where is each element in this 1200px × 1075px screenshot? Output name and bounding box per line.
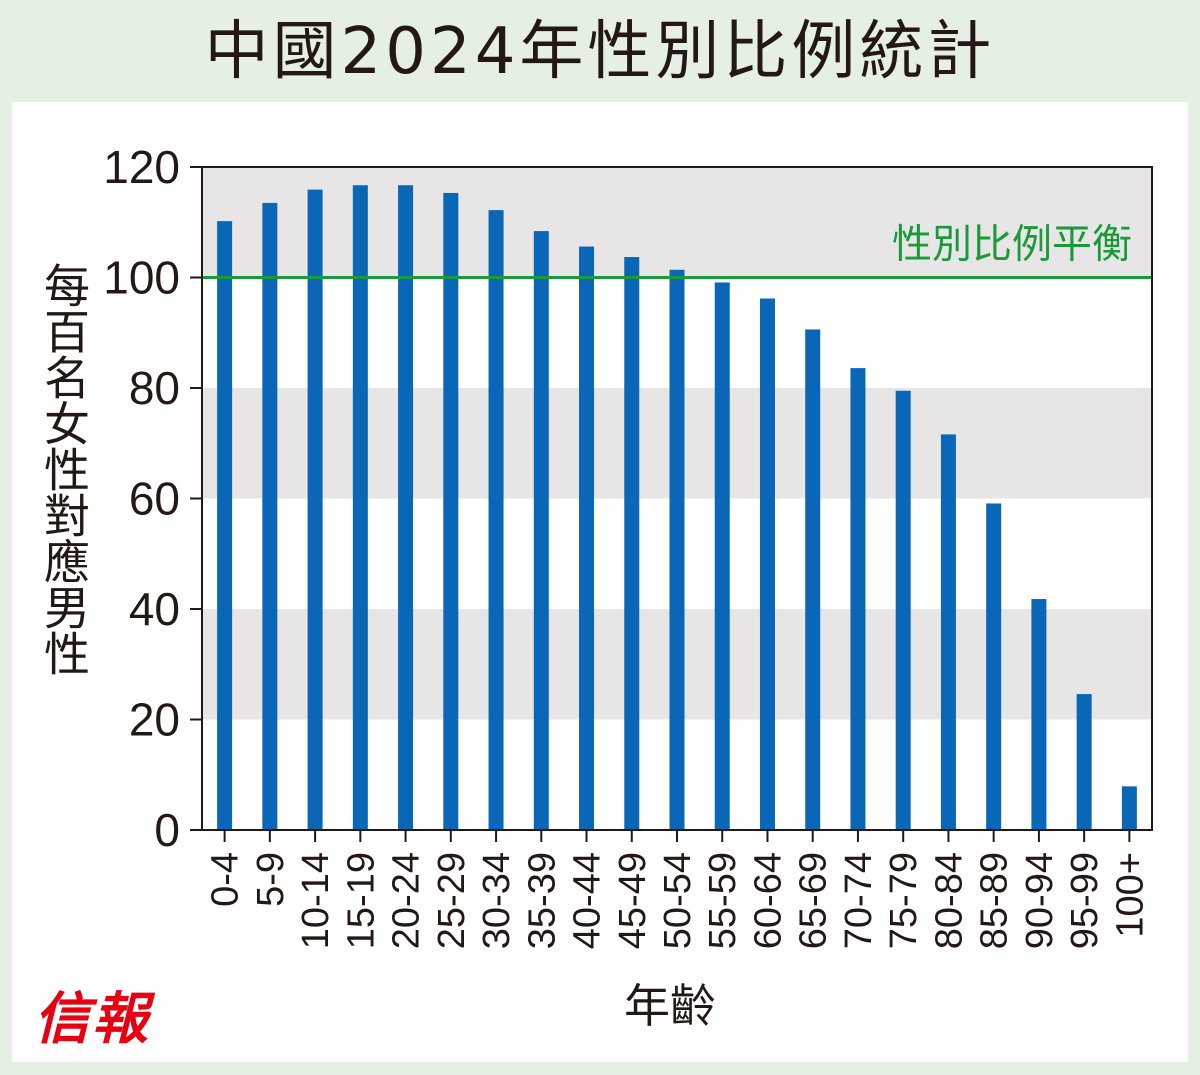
x-tick-label: 60-64 (747, 852, 789, 949)
x-tick-label: 100+ (1109, 852, 1151, 938)
x-tick-label: 35-39 (521, 852, 563, 949)
x-tick-label: 15-19 (340, 852, 382, 949)
x-tick-label: 95-99 (1064, 852, 1106, 949)
x-tick-label: 50-54 (657, 852, 699, 949)
hkej-logo: 信報 (34, 986, 150, 1052)
bar-5-9 (262, 202, 278, 831)
x-axis-label: 年齡 (624, 979, 716, 1033)
reference-line-group: 性別比例平衡 (202, 222, 1152, 279)
y-tick-label: 20 (129, 694, 180, 746)
bar-95-99 (1076, 694, 1092, 830)
bar-85-89 (986, 503, 1002, 830)
x-tick-labels: 0-4 5-9 10-14 15-19 20-24 25-29 30-34 35-39 40-4… (205, 852, 1152, 949)
y-tick-labels: 0 20 40 60 80 100 120 (103, 141, 180, 856)
bar-100+ (1121, 786, 1137, 830)
bar-65-69 (805, 329, 821, 830)
bar-45-49 (624, 257, 640, 830)
x-tick-label: 40-44 (567, 852, 609, 949)
x-tick-label: 0-4 (205, 852, 247, 907)
x-tick-label: 45-49 (612, 852, 654, 949)
x-tick-label: 80-84 (928, 852, 970, 949)
bar-75-79 (895, 390, 911, 830)
bar-0-4 (217, 221, 233, 830)
bar-30-34 (488, 210, 504, 831)
y-tick-label: 80 (129, 362, 180, 414)
bar-20-24 (398, 185, 414, 831)
chart-title: 中國2024年性別比例統計 (204, 15, 996, 89)
bar-55-59 (714, 282, 730, 830)
bar-series (217, 185, 1137, 831)
bar-10-14 (307, 189, 323, 831)
bar-35-39 (533, 231, 549, 831)
bar-90-94 (1031, 599, 1047, 830)
x-tick-label: 55-59 (702, 852, 744, 949)
x-tick-label: 85-89 (974, 852, 1016, 949)
bar-60-64 (759, 298, 775, 830)
axes (190, 166, 1153, 842)
y-tick-label: 60 (129, 473, 180, 525)
x-tick-label: 70-74 (838, 852, 880, 949)
bar-25-29 (443, 192, 459, 830)
y-tick-label: 40 (129, 583, 180, 635)
x-tick-label: 10-14 (295, 852, 337, 949)
x-tick-label: 75-79 (883, 852, 925, 949)
bar-80-84 (940, 434, 956, 830)
x-tick-label: 65-69 (793, 852, 835, 949)
balance-line-label: 性別比例平衡 (892, 222, 1132, 268)
x-tick-label: 30-34 (476, 852, 518, 949)
bar-40-44 (579, 246, 595, 830)
x-tick-label: 20-24 (386, 852, 428, 949)
y-tick-label: 100 (103, 252, 180, 304)
y-tick-label: 0 (154, 804, 180, 856)
x-tick-label: 5-9 (250, 852, 292, 907)
y-tick-label: 120 (103, 141, 180, 193)
x-tick-label: 90-94 (1019, 852, 1061, 949)
x-tick-label: 25-29 (431, 852, 473, 949)
bar-50-54 (669, 269, 685, 830)
bar-70-74 (850, 368, 866, 830)
y-axis-label: 每百名女性對應男性 (37, 262, 91, 676)
bar-15-19 (352, 185, 368, 831)
